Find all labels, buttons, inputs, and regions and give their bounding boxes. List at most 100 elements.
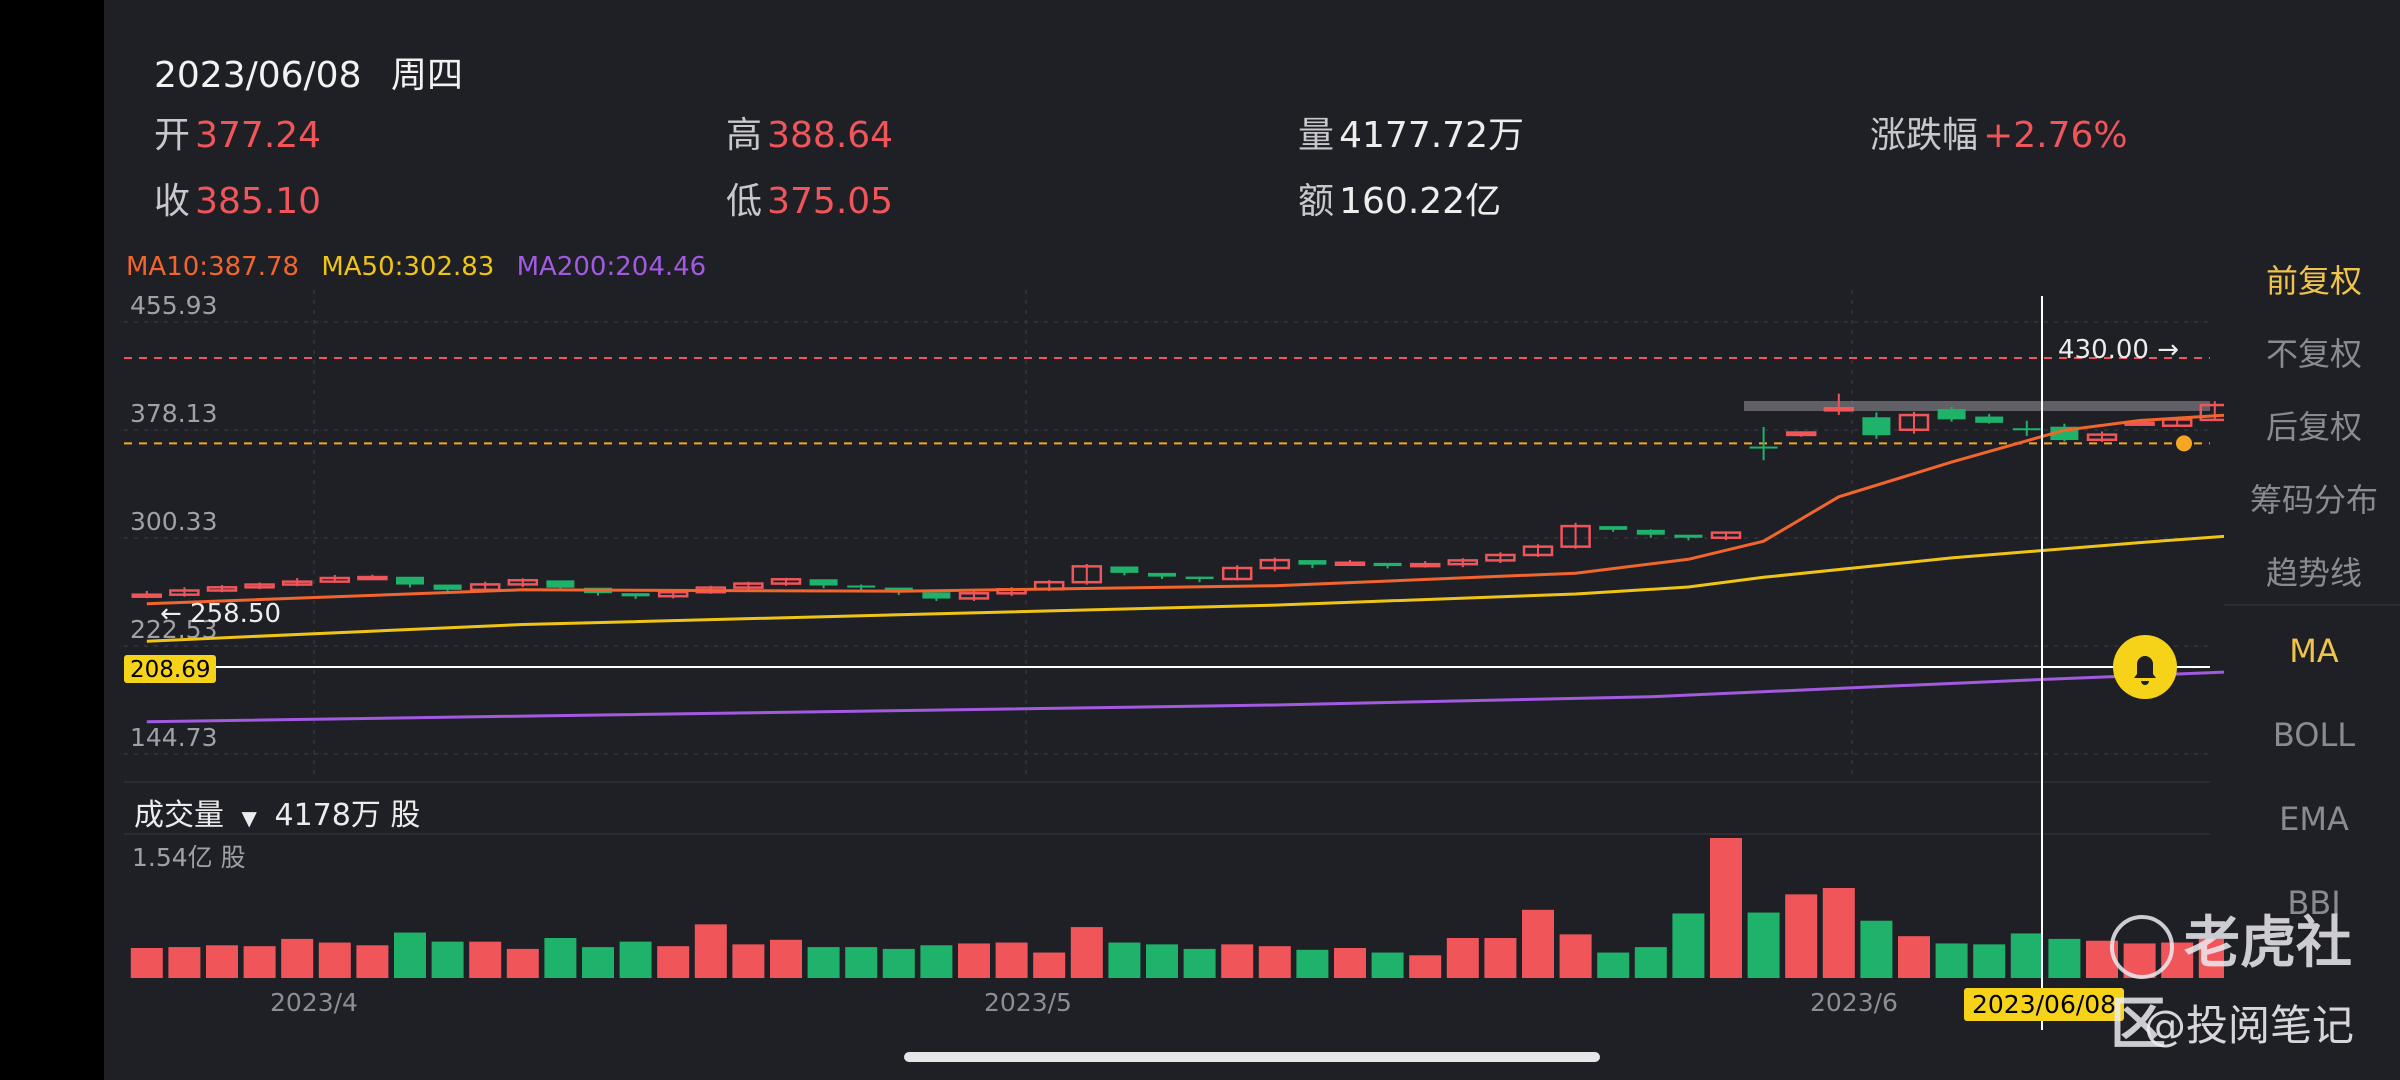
menu-backward-adjust[interactable]: 后复权 — [2265, 408, 2362, 446]
low-stat: 低 375.05 — [726, 172, 893, 224]
volume-bar — [1334, 948, 1366, 978]
candle-body-down — [1636, 529, 1665, 535]
crosshair-date-label: 2023/06/08 — [1964, 988, 2125, 1021]
ma50-line — [146, 534, 2224, 643]
volume-bar — [882, 948, 915, 978]
candle-body-down — [1148, 572, 1176, 577]
date-label-apr: 2023/4 — [270, 988, 358, 1017]
weekday-text: 周四 — [390, 55, 463, 96]
candle-body-down — [621, 593, 650, 597]
candle-body-up — [1710, 531, 1742, 540]
candle-body-down — [2012, 428, 2041, 431]
volume-bar — [431, 941, 464, 978]
kline-chart[interactable]: 455.93378.13300.33222.53144.73208.69430.… — [104, 0, 2224, 1040]
ma50-legend: MA50:302.83 — [321, 252, 495, 282]
volume-bar — [619, 941, 652, 978]
candle-body-down — [809, 579, 838, 586]
candle-body-up — [1221, 566, 1253, 581]
menu-bbi[interactable]: BBI — [2287, 884, 2341, 922]
candle-body-up — [1522, 545, 1554, 557]
candle-body-up — [1071, 565, 1103, 584]
watermark-author: @投阅笔记 — [2144, 1001, 2355, 1050]
low-value: 375.05 — [767, 181, 894, 222]
menu-no-adjust[interactable]: 不复权 — [2265, 335, 2362, 373]
candle-body-down — [1110, 566, 1139, 573]
candle-body-down — [1674, 534, 1703, 538]
high-stat: 高 388.64 — [726, 106, 893, 158]
candle-body-up — [1447, 559, 1479, 566]
close-stat: 收 385.10 — [154, 172, 321, 224]
menu-boll[interactable]: BOLL — [2272, 716, 2356, 754]
volume-bar — [168, 947, 201, 978]
amount-label: 额 — [1298, 181, 1335, 222]
ma10-legend: MA10:387.78 — [126, 252, 300, 282]
candle-body-up — [131, 593, 163, 598]
volume-bar — [920, 945, 953, 978]
home-indicator[interactable] — [904, 1052, 1600, 1062]
candle-body-down — [1185, 576, 1214, 579]
candle-body-up — [357, 575, 388, 581]
volume-bar — [1033, 952, 1066, 978]
high-marker-label: 430.00 → — [2058, 335, 2179, 365]
volume-bar — [469, 941, 502, 978]
volume-bar — [582, 947, 614, 978]
volume-bar — [1070, 927, 1103, 978]
volume-bar — [770, 939, 802, 978]
date-label-jun: 2023/6 — [1810, 988, 1898, 1017]
volume-bar — [1785, 894, 1818, 978]
candle-body-down — [433, 584, 462, 590]
menu-ema[interactable]: EMA — [2279, 800, 2349, 838]
volume-bar — [807, 947, 840, 978]
menu-ma[interactable]: MA — [2289, 632, 2339, 670]
volume-bar — [1672, 913, 1705, 978]
change-stat: 涨跌幅 +2.76% — [1870, 106, 2128, 158]
candle-body-down — [1937, 409, 1966, 420]
volume-bar — [995, 942, 1028, 978]
volume-bar — [1634, 947, 1667, 978]
volume-bar — [394, 932, 426, 978]
candle-body-down — [1862, 417, 1891, 436]
menu-chip-distribution[interactable]: 筹码分布 — [2249, 481, 2378, 519]
candle-body-up — [1334, 561, 1366, 567]
date-text: 2023/06/08 — [154, 55, 362, 96]
candle-body-up — [244, 583, 275, 589]
volume-bar — [130, 948, 163, 978]
volume-bar — [1822, 888, 1855, 978]
candle-body-up — [733, 582, 764, 589]
low-label: 低 — [726, 181, 763, 222]
volume-bar — [657, 946, 690, 978]
volume-scale-label: 1.54亿 股 — [132, 843, 246, 872]
candle-body-up — [169, 589, 200, 596]
volume-bar — [1935, 943, 1968, 978]
high-label: 高 — [726, 115, 763, 156]
volume-bar — [243, 946, 276, 978]
candle-body-down — [1599, 526, 1628, 530]
app-screen: 2023/06/08 周四 开 377.24 高 388.64 量 4177.7… — [104, 0, 2400, 1080]
volume-bar — [845, 947, 878, 978]
candle-body-up — [319, 576, 351, 583]
menu-forward-adjust[interactable]: 前复权 — [2265, 262, 2362, 300]
volume-label: 量 — [1298, 115, 1335, 156]
volume-bar — [958, 943, 990, 978]
candle-body-up — [657, 590, 689, 598]
volume-bar — [1898, 936, 1930, 978]
open-label: 开 — [154, 115, 191, 156]
y-tick-label: 455.93 — [130, 291, 217, 320]
candle-body-up — [1409, 562, 1441, 568]
candle-body-up — [770, 578, 802, 585]
ma10-line — [146, 413, 2224, 606]
volume-bar — [318, 942, 351, 978]
volume-bar — [1296, 949, 1329, 978]
volume-panel-title[interactable]: 成交量 ▼ 4178万 股 — [134, 790, 420, 834]
y-tick-label: 378.13 — [130, 399, 217, 428]
candle-body-up — [1823, 406, 1855, 412]
volume-bar — [1484, 938, 1517, 978]
candle-body-down — [1975, 416, 2004, 423]
close-value: 385.10 — [195, 181, 322, 222]
menu-trendline[interactable]: 趋势线 — [2265, 554, 2362, 592]
low-marker-label: ← 258.50 — [160, 599, 281, 629]
volume-bar — [2198, 938, 2224, 978]
dropdown-caret-icon: ▼ — [241, 806, 257, 830]
candle-body-down — [1373, 562, 1402, 567]
candle-body-down — [922, 592, 951, 599]
